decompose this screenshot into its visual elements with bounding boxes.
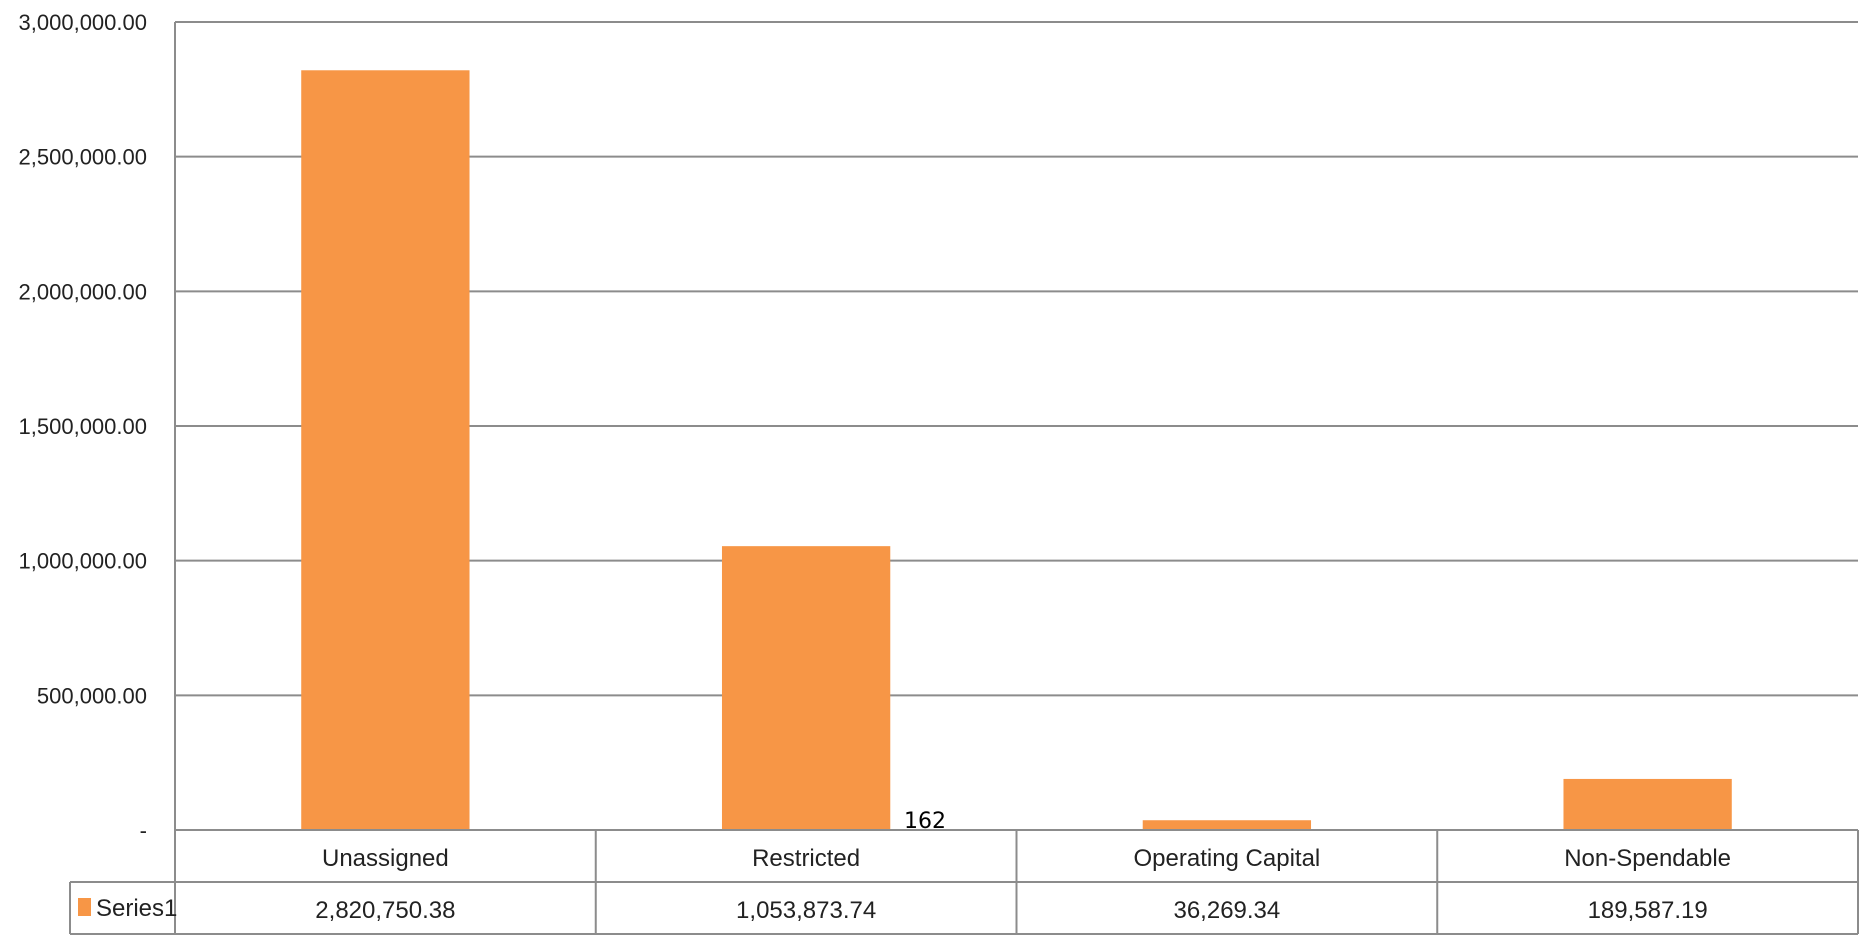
y-axis: - 500,000.00 1,000,000.00 1,500,000.00 2,000… <box>19 10 176 934</box>
legend-label: Series1 <box>96 895 177 922</box>
data-table: Unassigned Restricted Operating Capital Non… <box>69 829 1859 935</box>
y-tick-label: 1,000,000.00 <box>19 549 147 574</box>
legend-swatch <box>78 898 91 916</box>
data-label: 36,269.34 <box>1173 897 1280 924</box>
bars <box>301 70 1732 831</box>
y-tick-label: 500,000.00 <box>37 683 147 708</box>
category-label: Non-Spendable <box>1564 845 1731 872</box>
y-tick-label: 1,500,000.00 <box>19 414 147 439</box>
page-number-annotation: 162 <box>904 809 946 834</box>
bar <box>1563 778 1732 830</box>
data-label: 189,587.19 <box>1588 897 1708 924</box>
y-tick-label: 2,000,000.00 <box>19 279 147 304</box>
category-label: Restricted <box>752 845 860 872</box>
bar <box>721 546 891 830</box>
y-tick-label: 2,500,000.00 <box>19 145 147 170</box>
category-label: Operating Capital <box>1133 845 1320 872</box>
bar <box>301 70 470 831</box>
category-label: Unassigned <box>322 845 449 872</box>
data-label: 2,820,750.38 <box>315 897 455 924</box>
bar <box>1142 820 1312 830</box>
data-label: 1,053,873.74 <box>736 897 876 924</box>
y-tick-label: 3,000,000.00 <box>19 10 147 35</box>
y-tick-label: - <box>140 818 147 843</box>
